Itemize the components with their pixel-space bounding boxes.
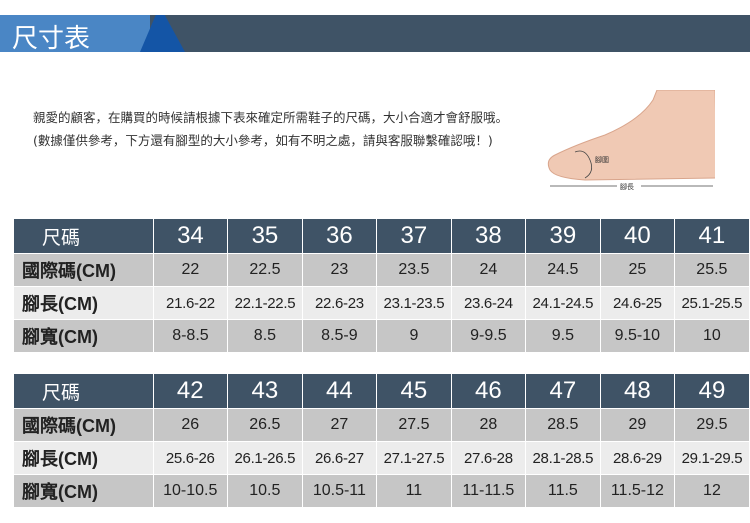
table-cell: 28.5 (524, 408, 601, 442)
size-header-cell: 45 (375, 373, 452, 409)
table-cell: 28.1-28.5 (524, 441, 601, 475)
table-cell: 26.5 (226, 408, 303, 442)
table-cell: 29 (599, 408, 675, 442)
title-tab (0, 15, 150, 52)
size-header-cell: 40 (599, 218, 675, 254)
table-cell: 9-9.5 (450, 319, 526, 353)
foot-diagram: 腳圍 腳長 (547, 90, 715, 191)
table-cell: 25.5 (673, 253, 750, 287)
table-row: 腳長(CM) 25.6-26 26.1-26.5 26.6-27 27.1-27.5 27… (13, 441, 750, 475)
size-header-cell: 41 (673, 218, 750, 254)
title-banner: 尺寸表 (0, 15, 750, 54)
table-cell: 25.1-25.5 (673, 286, 750, 320)
size-header-cell: 46 (450, 373, 526, 409)
table-cell: 10.5 (226, 474, 303, 508)
table-cell: 26 (152, 408, 228, 442)
table-cell: 24 (450, 253, 526, 287)
table-row: 腳寬(CM) 10-10.5 10.5 10.5-11 11 11-11.5 11.5 11.… (13, 474, 750, 508)
row-label: 腳長(CM) (12, 286, 155, 320)
page-title: 尺寸表 (12, 24, 91, 54)
row-label: 腳長(CM) (13, 441, 154, 475)
table-cell: 22 (153, 253, 228, 287)
table-row: 國際碼(CM) 22 22.5 23 23.5 24 24.5 25 25.5 (12, 253, 750, 287)
row-label: 國際碼(CM) (12, 253, 155, 287)
row-label: 尺碼 (13, 373, 154, 409)
size-header-cell: 44 (301, 373, 377, 409)
size-header-cell: 38 (450, 218, 526, 254)
table-cell: 22.6-23 (302, 286, 377, 320)
table-cell: 26.1-26.5 (226, 441, 303, 475)
length-label: 腳長 (620, 182, 634, 191)
size-table-2: 尺碼 42 43 44 45 46 47 48 49 國際碼(CM) 26 26.5 27 27.5 28 2… (13, 373, 750, 508)
table-cell: 9.5 (524, 319, 601, 353)
table-cell: 29.5 (673, 408, 750, 442)
table-row: 尺碼 42 43 44 45 46 47 48 49 (13, 373, 750, 409)
table-cell: 21.6-22 (153, 286, 228, 320)
table-cell: 25.6-26 (152, 441, 228, 475)
table-cell: 11.5-12 (599, 474, 675, 508)
table-cell: 22.1-22.5 (226, 286, 304, 320)
size-header-cell: 47 (524, 373, 601, 409)
table-row: 腳寬(CM) 8-8.5 8.5 8.5-9 9 9-9.5 9.5 9.5-10 10 (12, 319, 750, 353)
table-row: 國際碼(CM) 26 26.5 27 27.5 28 28.5 29 29.5 (13, 408, 750, 442)
table-cell: 10-10.5 (152, 474, 228, 508)
size-table-1: 尺碼 34 35 36 37 38 39 40 41 國際碼(CM) 22 22.5 23 23.5 24 2… (12, 218, 750, 353)
table-cell: 10 (673, 319, 750, 353)
intro-text: 親愛的顧客，在購買的時候請根據下表來確定所需鞋子的尺碼，大小合適才會舒服哦。 (… (33, 110, 509, 148)
size-header-cell: 42 (152, 373, 228, 409)
girth-marker (574, 150, 593, 179)
table-cell: 10.5-11 (301, 474, 377, 508)
table-cell: 27.5 (375, 408, 452, 442)
table-row: 尺碼 34 35 36 37 38 39 40 41 (12, 218, 750, 254)
row-label: 腳寬(CM) (12, 319, 155, 353)
table-cell: 22.5 (226, 253, 304, 287)
table-cell: 28 (450, 408, 526, 442)
table-cell: 8.5-9 (302, 319, 377, 353)
table-cell: 8-8.5 (153, 319, 228, 353)
row-label: 國際碼(CM) (13, 408, 154, 442)
girth-label: 腳圍 (595, 155, 609, 164)
size-header-cell: 34 (153, 218, 228, 254)
size-header-cell: 36 (302, 218, 377, 254)
table-cell: 23.5 (375, 253, 452, 287)
table-cell: 25 (599, 253, 675, 287)
row-label: 腳寬(CM) (13, 474, 154, 508)
table-cell: 26.6-27 (301, 441, 377, 475)
size-header-cell: 49 (673, 373, 750, 409)
foot-shape (547, 90, 715, 181)
size-header-cell: 37 (375, 218, 452, 254)
table-cell: 9.5-10 (599, 319, 675, 353)
table-cell: 8.5 (226, 319, 304, 353)
table-cell: 23.1-23.5 (375, 286, 452, 320)
table-cell: 12 (673, 474, 750, 508)
size-header-cell: 39 (524, 218, 601, 254)
table-cell: 24.1-24.5 (524, 286, 601, 320)
table-cell: 11.5 (524, 474, 601, 508)
table-cell: 29.1-29.5 (673, 441, 750, 475)
table-cell: 24.6-25 (599, 286, 675, 320)
size-header-cell: 43 (226, 373, 303, 409)
table-cell: 28.6-29 (599, 441, 675, 475)
table-cell: 27.6-28 (450, 441, 526, 475)
table-cell: 9 (375, 319, 452, 353)
table-cell: 24.5 (524, 253, 601, 287)
size-header-cell: 35 (226, 218, 304, 254)
table-cell: 23 (302, 253, 377, 287)
table-row: 腳長(CM) 21.6-22 22.1-22.5 22.6-23 23.1-23.5 23… (12, 286, 750, 320)
table-cell: 23.6-24 (450, 286, 526, 320)
row-label: 尺碼 (12, 218, 155, 254)
table-cell: 11-11.5 (450, 474, 526, 508)
table-cell: 11 (375, 474, 452, 508)
size-header-cell: 48 (599, 373, 675, 409)
table-cell: 27 (301, 408, 377, 442)
table-cell: 27.1-27.5 (375, 441, 452, 475)
